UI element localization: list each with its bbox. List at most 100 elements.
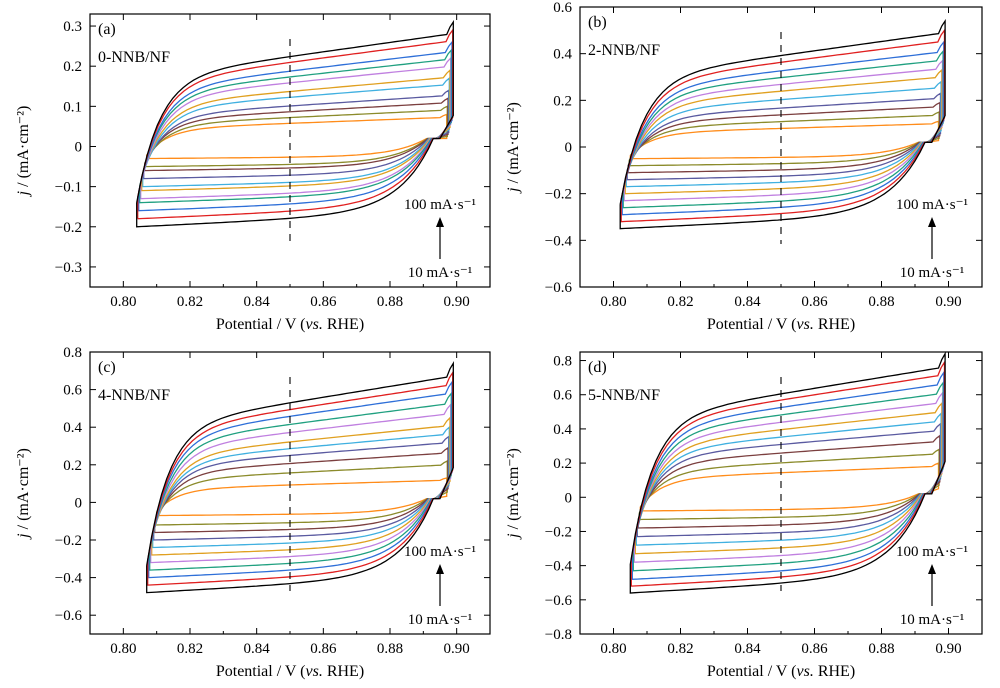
cv-curve-7 [623,59,944,202]
y-tick-label: −0.2 [55,220,82,236]
y-tick-label: 0 [565,490,573,506]
rate-high-label: 100 mA·s⁻¹ [404,544,476,560]
cv-curve-1 [629,120,940,160]
y-tick-label: −0.6 [55,608,83,624]
y-tick-label: −0.4 [55,571,83,587]
cv-curve-7 [140,56,452,200]
cv-curve-5 [625,80,942,188]
y-tick-label: 0.3 [63,19,82,35]
y-tick-label: 0.2 [553,456,572,472]
y-tick-label: −0.1 [55,180,82,196]
y-tick-label: −0.2 [545,524,572,540]
cv-curve-4 [153,435,450,541]
x-tick-label: 0.82 [177,641,203,657]
cv-curve-5 [142,76,450,188]
cv-curve-11 [146,360,454,594]
x-tick-label: 0.86 [310,294,337,310]
panel-label: (b) [588,14,607,31]
x-tick-label: 0.84 [244,294,271,310]
y-tick-label: −0.2 [545,187,572,203]
cv-curve-1 [639,462,940,512]
cv-curve-3 [154,446,449,534]
cv-curve-2 [628,111,940,167]
y-tick-label: −0.4 [545,559,573,575]
x-tick-label: 0.82 [667,294,693,310]
y-tick-label: 0.2 [553,93,572,109]
x-axis-label: Potential / V (vs. RHE) [707,316,855,333]
y-tick-label: 0.2 [63,59,82,75]
y-tick-label: 0 [565,140,573,156]
cv-curve-4 [143,89,450,180]
y-tick-label: −0.6 [545,280,573,296]
rate-arrow-head [436,217,444,227]
cv-curve-4 [636,422,942,538]
cv-curve-3 [637,434,941,529]
x-tick-label: 0.80 [110,294,136,310]
y-tick-label: 0 [75,139,83,155]
y-tick-label: −0.6 [545,593,573,609]
cv-curve-2 [145,105,448,168]
x-axis-label: Potential / V (vs. RHE) [216,316,364,333]
x-tick-label: 0.90 [444,641,470,657]
cv-curve-1 [156,477,448,517]
x-tick-label: 0.88 [377,641,403,657]
y-tick-label: 0.6 [63,383,82,399]
x-axis-label: Potential / V (vs. RHE) [707,663,855,680]
y-tick-label: 0.6 [553,0,572,16]
cv-curve-5 [152,425,450,549]
x-tick-label: 0.90 [935,641,961,657]
x-tick-label: 0.82 [667,641,693,657]
x-tick-label: 0.88 [868,641,894,657]
y-axis-label: j / (mA·cm⁻²) [505,102,522,194]
y-tick-label: 0.1 [63,99,82,115]
x-tick-label: 0.90 [444,294,470,310]
x-axis-label: Potential / V (vs. RHE) [216,663,364,680]
x-tick-label: 0.84 [244,641,271,657]
y-tick-label: 0.8 [63,345,82,361]
x-tick-label: 0.80 [110,641,136,657]
x-tick-label: 0.90 [935,294,961,310]
cv-curve-9 [138,40,453,212]
rate-arrow-head [436,564,444,574]
x-tick-label: 0.84 [734,294,761,310]
cv-curve-11 [136,19,454,228]
chart-panel-4: 0.80 0.82 0.84 0.86 0.88 0.90−0.8−0.6−0.4−0.2… [505,351,983,680]
cv-curve-6 [634,401,943,555]
cv-curve-6 [151,416,451,556]
panel-label: (c) [98,359,116,376]
y-tick-label: 0.4 [553,47,572,63]
y-tick-label: −0.8 [545,627,572,643]
y-tick-label: 0.6 [553,388,572,404]
y-tick-label: 0.4 [553,422,572,438]
rate-arrow-head [928,564,936,574]
cv-curve-11 [619,18,946,230]
rate-low-label: 10 mA·s⁻¹ [408,612,473,628]
panel-label: (a) [98,21,116,38]
y-tick-label: 0.2 [63,458,82,474]
y-axis-label: j / (mA·cm⁻²) [505,448,522,540]
chart-panel-2: 0.80 0.82 0.84 0.86 0.88 0.90 −0.6 −0.4 −0.2 0 0.2… [505,0,983,333]
cv-curve-7 [633,391,944,563]
y-axis-label: j / (mA·cm⁻²) [15,106,32,198]
rate-high-label: 100 mA·s⁻¹ [404,197,476,213]
y-tick-label: 0 [75,495,83,511]
x-tick-label: 0.88 [377,294,403,310]
chart-panel-3: 0.80 0.82 0.84 0.86 0.88 0.90 −0.6 −0.4 −0.2 0 0.2… [15,345,491,680]
sample-name: 4-NNB/NF [98,387,170,404]
y-axis-label: j / (mA·cm⁻²) [15,448,32,540]
cv-curve-11 [629,351,946,594]
rate-arrow-head [928,217,936,227]
rate-high-label: 100 mA·s⁻¹ [896,544,968,560]
sample-name: 5-NNB/NF [588,387,660,404]
rate-high-label: 100 mA·s⁻¹ [896,197,968,213]
x-tick-label: 0.80 [600,641,626,657]
cv-curve-4 [626,92,942,181]
x-tick-label: 0.82 [177,294,203,310]
cv-curve-9 [621,40,945,216]
x-tick-label: 0.80 [600,294,626,310]
rate-low-label: 10 mA·s⁻¹ [408,265,473,281]
x-tick-label: 0.88 [868,294,894,310]
rate-low-label: 10 mA·s⁻¹ [900,265,965,281]
y-tick-label: 0.8 [553,354,572,370]
